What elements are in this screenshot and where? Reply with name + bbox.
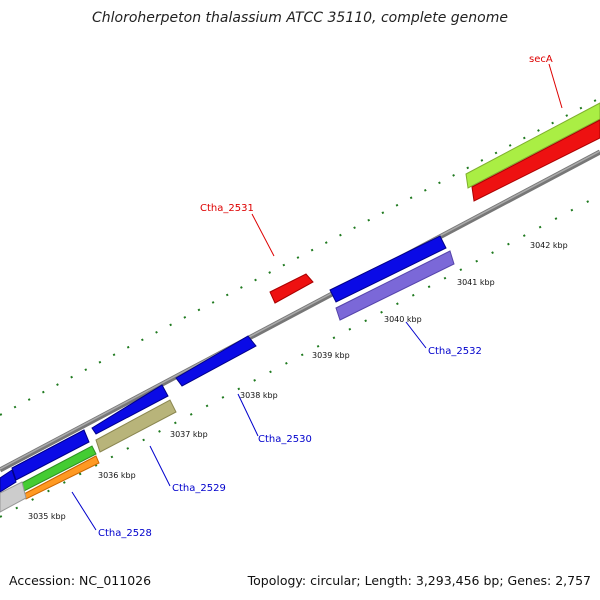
gene-label-ctha-2530[interactable]: Ctha_2530 (258, 434, 312, 445)
outer-tick-track (0, 97, 600, 416)
gene-label-ctha-2531[interactable]: Ctha_2531 (200, 203, 254, 214)
gene-secA-red[interactable] (471, 119, 600, 202)
gene-label-ctha-2528[interactable]: Ctha_2528 (98, 528, 152, 539)
gene-left-edge-blue[interactable] (0, 469, 17, 493)
gene-label-ctha-2529[interactable]: Ctha_2529 (172, 483, 226, 494)
gene-ctha-2532[interactable] (335, 250, 455, 321)
scale-label-3036: 3036 kbp (98, 471, 136, 480)
map-title: Chloroherpeton thalassium ATCC 35110, co… (92, 10, 508, 26)
gene-left-edge-grey[interactable] (0, 481, 27, 513)
gene-ctha-2532-blue[interactable] (329, 235, 447, 303)
scale-label-3042: 3042 kbp (530, 241, 568, 250)
scale-label-3039: 3039 kbp (312, 351, 350, 360)
scale-label-3041: 3041 kbp (457, 278, 495, 287)
scale-label-3037: 3037 kbp (170, 430, 208, 439)
gene-ctha-2529[interactable] (95, 399, 177, 453)
gene-ctha-2529-blue[interactable] (91, 384, 169, 435)
genome-backbone (0, 149, 600, 473)
gene-ctha-2530[interactable] (175, 335, 257, 387)
gene-label-secA[interactable]: secA (529, 54, 553, 65)
gene-label-ctha-2532[interactable]: Ctha_2532 (428, 346, 482, 357)
inner-tick-track (0, 194, 600, 518)
gene-ctha-2531[interactable] (269, 273, 314, 304)
gene-secA[interactable] (465, 102, 600, 189)
gene-ctha-2528-blue[interactable] (11, 429, 90, 481)
accession-text: Accession: NC_011026 (9, 573, 152, 588)
topology-summary: Topology: circular; Length: 3,293,456 bp… (247, 573, 591, 588)
scale-label-3038: 3038 kbp (240, 391, 278, 400)
scale-label-3035: 3035 kbp (28, 512, 66, 521)
leader-lines (71, 63, 563, 531)
scale-label-3040: 3040 kbp (384, 315, 422, 324)
